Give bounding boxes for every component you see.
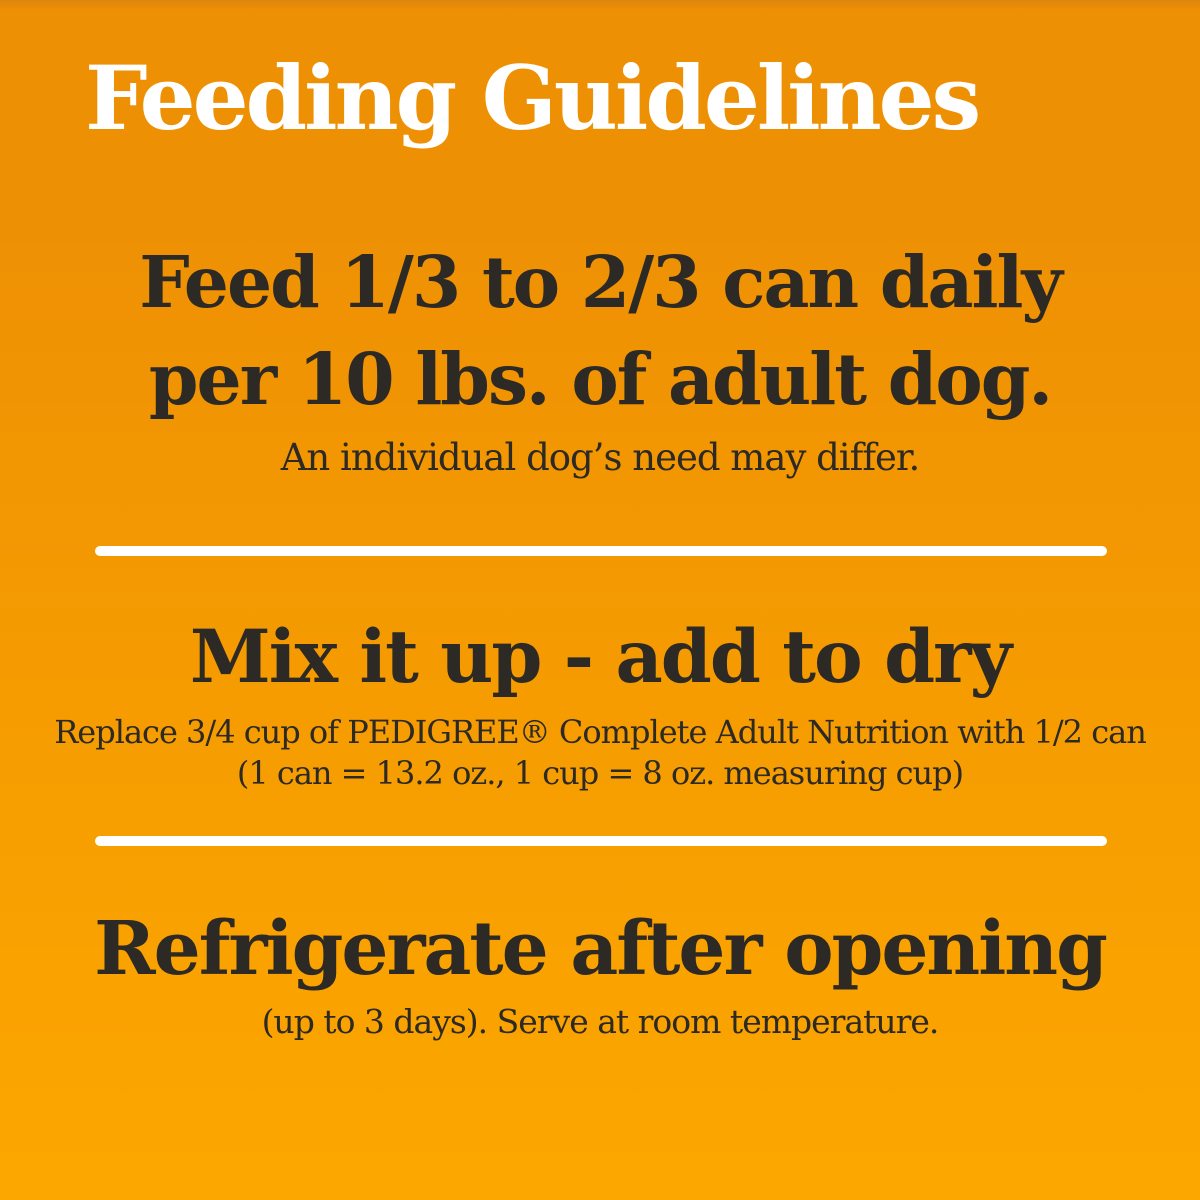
daily-amount-heading: Feed 1/3 to 2/3 can daily per 10 lbs. of… [0,234,1200,428]
daily-amount-note: An individual dog’s need may differ. [280,436,921,479]
divider-bottom [95,836,1107,846]
mix-note-line-2: (1 can = 13.2 oz., 1 cup = 8 oz. measuri… [236,754,964,792]
refrigerate-heading: Refrigerate after opening [94,906,1108,992]
divider-top [95,546,1107,556]
refrigerate-note: (up to 3 days). Serve at room temperatur… [261,1002,940,1041]
daily-amount-heading-line-1: Feed 1/3 to 2/3 can daily [139,240,1062,324]
page-title: Feeding Guidelines [85,46,981,150]
mix-note: Replace 3/4 cup of PEDIGREE® Complete Ad… [0,712,1200,794]
mix-heading: Mix it up - add to dry [189,614,1012,700]
mix-note-line-1: Replace 3/4 cup of PEDIGREE® Complete Ad… [54,713,1147,751]
daily-amount-heading-line-2: per 10 lbs. of adult dog. [148,337,1053,421]
